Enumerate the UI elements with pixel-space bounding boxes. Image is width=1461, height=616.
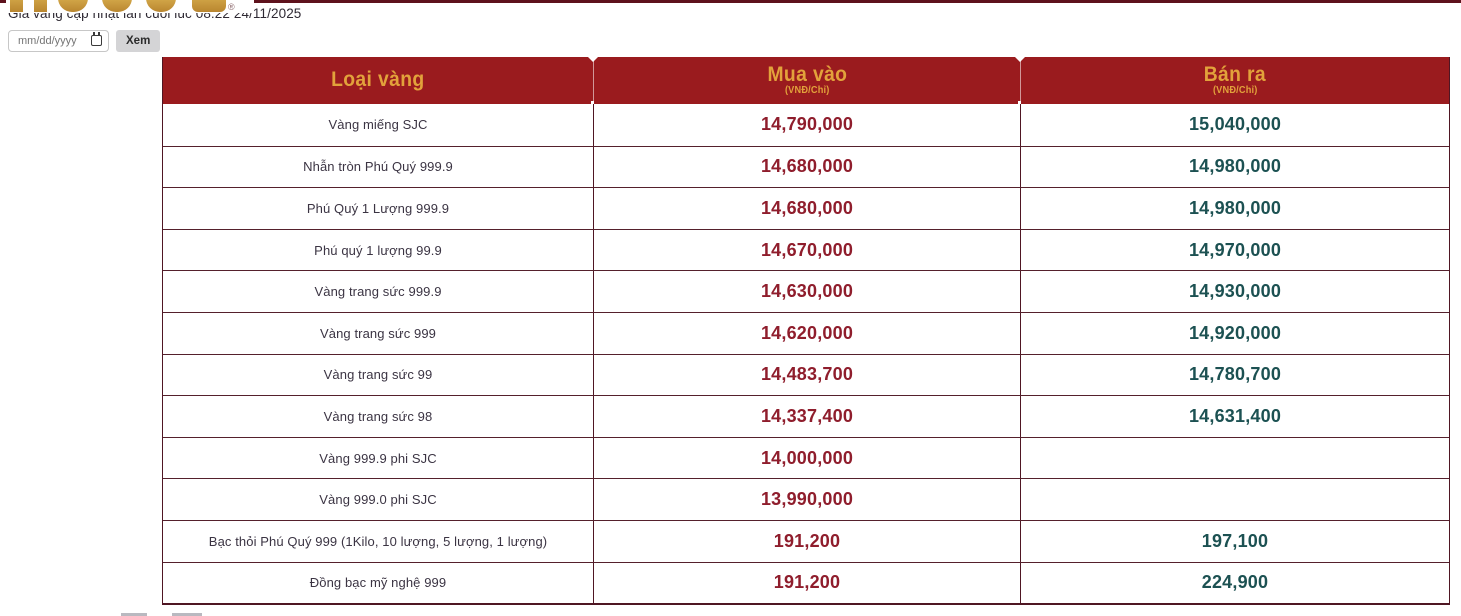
sell-price-cell: 14,970,000	[1020, 229, 1449, 271]
table-row: Vàng trang sức 999 14,620,000 14,920,000	[163, 311, 1449, 354]
gold-type-cell: Vàng 999.9 phi SJC	[319, 450, 437, 466]
gold-type-cell: Phú Quý 1 Lượng 999.9	[306, 200, 450, 216]
header-sell-unit: (VNĐ/Chỉ)	[1212, 85, 1258, 97]
sell-price-cell: 14,631,400	[1020, 396, 1449, 437]
buy-price-cell: 14,680,000	[593, 188, 1020, 229]
header-sell-label: Bán ra	[1203, 63, 1267, 87]
sell-price-cell	[1020, 437, 1449, 479]
table-row: Bạc thỏi Phú Quý 999 (1Kilo, 10 lượng, 5…	[163, 519, 1449, 562]
logo-glyph-fragment	[34, 0, 47, 12]
table-row: Phú quý 1 lượng 99.9 14,670,000 14,970,0…	[163, 228, 1449, 271]
header-buy-unit: (VNĐ/Chỉ)	[784, 85, 830, 97]
buy-price-cell: 14,483,700	[593, 354, 1020, 396]
sell-price-cell: 15,040,000	[1020, 104, 1449, 146]
date-input[interactable]	[8, 30, 109, 52]
gold-type-cell: Bạc thỏi Phú Quý 999 (1Kilo, 10 lượng, 5…	[208, 533, 548, 549]
buy-price-cell: 14,670,000	[593, 229, 1020, 271]
gold-type-cell: Vàng trang sức 98	[323, 408, 433, 424]
logo-glyph-fragment	[192, 0, 226, 12]
table-body: Vàng miếng SJC 14,790,000 15,040,000 Nhẫ…	[163, 104, 1449, 604]
gold-price-table: Loại vàng Mua vào (VNĐ/Chỉ) Bán ra (VNĐ/…	[162, 57, 1450, 606]
column-divider-notch	[1015, 57, 1025, 62]
cutoff-content-fragment	[121, 613, 147, 616]
table-row: Vàng 999.9 phi SJC 14,000,000	[163, 436, 1449, 479]
sell-price-cell	[1020, 479, 1449, 520]
logo-glyph-fragment	[146, 0, 176, 12]
top-accent-rule	[0, 0, 1461, 3]
buy-price-cell: 14,337,400	[593, 396, 1020, 437]
buy-price-cell: 13,990,000	[593, 479, 1020, 520]
sell-price-cell: 14,780,700	[1020, 354, 1449, 396]
table-row: Vàng trang sức 99 14,483,700 14,780,700	[163, 353, 1449, 396]
header-buy-label: Mua vào	[767, 63, 847, 87]
table-row: Vàng miếng SJC 14,790,000 15,040,000	[163, 104, 1449, 146]
brand-logo-partial	[6, 0, 254, 13]
gold-type-cell: Phú quý 1 lượng 99.9	[314, 242, 442, 258]
view-button[interactable]: Xem	[116, 30, 161, 52]
buy-price-cell: 14,630,000	[593, 271, 1020, 312]
column-divider-dot	[1018, 101, 1021, 104]
header-sell: Bán ra (VNĐ/Chỉ)	[1020, 57, 1449, 104]
table-row: Nhẫn tròn Phú Quý 999.9 14,680,000 14,98…	[163, 145, 1449, 188]
sell-price-cell: 197,100	[1020, 520, 1449, 562]
header-gold-type: Loại vàng	[163, 57, 593, 104]
gold-type-cell: Vàng trang sức 99	[323, 367, 433, 383]
logo-glyph-fragment	[10, 0, 23, 12]
buy-price-cell: 14,620,000	[593, 312, 1020, 354]
gold-type-cell: Vàng trang sức 999.9	[314, 284, 442, 300]
table-row: Đồng bạc mỹ nghệ 999 191,200 224,900	[163, 561, 1449, 604]
gold-type-cell: Vàng miếng SJC	[328, 117, 428, 133]
logo-glyph-fragment	[58, 0, 88, 12]
sell-price-cell: 14,980,000	[1020, 188, 1449, 229]
sell-price-cell: 14,980,000	[1020, 146, 1449, 188]
buy-price-cell: 14,000,000	[593, 437, 1020, 479]
header-buy: Mua vào (VNĐ/Chỉ)	[593, 57, 1020, 104]
gold-type-cell: Vàng 999.0 phi SJC	[319, 492, 437, 508]
gold-type-cell: Nhẫn tròn Phú Quý 999.9	[303, 159, 453, 175]
registered-trademark-icon: ®	[228, 2, 235, 12]
logo-glyph-fragment	[102, 0, 132, 12]
table-row: Vàng trang sức 98 14,337,400 14,631,400	[163, 395, 1449, 437]
table-row: Phú Quý 1 Lượng 999.9 14,680,000 14,980,…	[163, 187, 1449, 229]
gold-type-cell: Vàng trang sức 999	[319, 325, 437, 341]
table-header-row: Loại vàng Mua vào (VNĐ/Chỉ) Bán ra (VNĐ/…	[163, 57, 1449, 104]
table-row: Vàng trang sức 999.9 14,630,000 14,930,0…	[163, 270, 1449, 312]
cutoff-content-fragment	[172, 613, 202, 616]
sell-price-cell: 14,930,000	[1020, 271, 1449, 312]
buy-price-cell: 14,790,000	[593, 104, 1020, 146]
column-divider-notch	[588, 57, 598, 62]
date-filter-controls: Xem	[8, 30, 161, 52]
header-gold-type-label: Loại vàng	[331, 68, 425, 92]
buy-price-cell: 191,200	[593, 520, 1020, 562]
sell-price-cell: 224,900	[1020, 562, 1449, 604]
column-divider-dot	[591, 101, 594, 104]
buy-price-cell: 14,680,000	[593, 146, 1020, 188]
gold-type-cell: Đồng bạc mỹ nghệ 999	[309, 575, 447, 591]
buy-price-cell: 191,200	[593, 562, 1020, 604]
table-row: Vàng 999.0 phi SJC 13,990,000	[163, 478, 1449, 520]
sell-price-cell: 14,920,000	[1020, 312, 1449, 354]
